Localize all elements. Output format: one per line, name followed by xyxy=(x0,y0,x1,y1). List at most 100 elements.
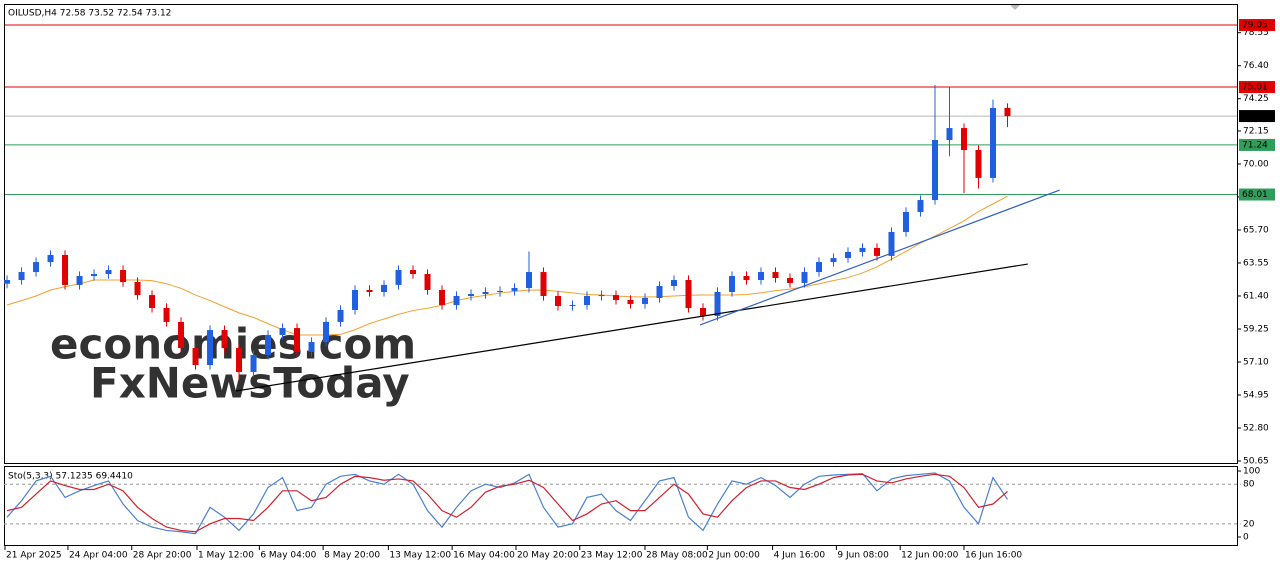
candle-body xyxy=(757,272,764,281)
candle-body xyxy=(714,291,721,316)
candle-body xyxy=(395,270,402,285)
candle-body xyxy=(221,330,228,349)
candle-body xyxy=(410,270,417,275)
x-tick-label: 28 May 08:00 xyxy=(646,551,708,561)
trendline xyxy=(699,189,1060,326)
candle-body xyxy=(294,328,301,353)
level-label: 79.05 xyxy=(1242,21,1268,31)
x-tick-label: 16 May 04:00 xyxy=(453,551,515,561)
x-tick-label: 13 May 12:00 xyxy=(389,551,451,561)
candle-body xyxy=(4,280,11,284)
x-tick-label: 24 Apr 04:00 xyxy=(69,551,128,561)
candle-body xyxy=(308,342,315,353)
candle-body xyxy=(91,274,98,277)
candle-body xyxy=(337,309,344,322)
candle-body xyxy=(468,293,475,296)
candle-body xyxy=(47,254,54,263)
candle-body xyxy=(772,272,779,279)
x-tick-label: 9 Jun 08:00 xyxy=(837,551,889,561)
candle-body xyxy=(540,272,547,296)
level-label-box xyxy=(1239,188,1275,201)
y-tick-label: 52.80 xyxy=(1243,424,1269,434)
stoch-panel-frame xyxy=(4,466,1238,546)
y-tick-label: 50.65 xyxy=(1243,457,1269,467)
candle-body xyxy=(178,321,185,349)
x-tick-label: 4 Jun 16:00 xyxy=(774,551,826,561)
y-tick-label: 80 xyxy=(1243,480,1255,490)
level-label: 68.01 xyxy=(1242,190,1268,200)
candle-body xyxy=(801,272,808,283)
y-tick-label: 54.95 xyxy=(1243,390,1269,400)
watermark: FxNewsToday xyxy=(90,359,410,408)
candle-body xyxy=(728,276,735,292)
candle-body xyxy=(699,307,706,316)
candle-body xyxy=(685,280,692,308)
candle-body xyxy=(250,354,257,372)
candle-body xyxy=(105,270,112,275)
indicator-title: Sto(5,3,3) 57.1235 69.4410 xyxy=(8,472,133,482)
candle-body xyxy=(902,212,909,232)
candle-body xyxy=(366,289,373,292)
candle-body xyxy=(859,247,866,252)
level-label-box xyxy=(1239,81,1275,94)
x-tick-label: 12 Jun 00:00 xyxy=(901,551,958,561)
y-tick-label: 20 xyxy=(1243,519,1255,529)
trendline xyxy=(236,263,1028,392)
candle-body xyxy=(236,348,243,372)
y-tick-label: 65.70 xyxy=(1243,225,1269,235)
candle-body xyxy=(120,270,127,283)
x-tick-label: 8 May 20:00 xyxy=(324,551,380,561)
candle-body xyxy=(76,276,83,285)
candle-body xyxy=(671,280,678,287)
candle-body xyxy=(656,286,663,298)
candle-body xyxy=(192,348,199,366)
candle-body xyxy=(569,305,576,307)
chart-title: OILUSD,H4 72.58 73.52 72.54 73.12 xyxy=(8,9,171,19)
candle-body xyxy=(743,276,750,281)
candle-body xyxy=(482,291,489,294)
x-tick-label: 16 Jun 16:00 xyxy=(965,551,1022,561)
stoch-line xyxy=(6,473,1008,533)
y-tick-label: 57.10 xyxy=(1243,357,1269,367)
candle-body xyxy=(163,307,170,322)
level-label-box xyxy=(1239,110,1275,123)
level-label: 75.01 xyxy=(1242,83,1268,93)
candle-body xyxy=(18,272,25,281)
candle-body xyxy=(946,128,953,141)
candle-body xyxy=(62,254,69,285)
candle-body xyxy=(584,295,591,306)
candle-body xyxy=(888,231,895,256)
candle-body xyxy=(207,330,214,366)
x-tick-label: 1 May 12:00 xyxy=(198,551,254,561)
candle-body xyxy=(873,247,880,256)
y-tick-label: 63.55 xyxy=(1243,258,1269,268)
y-tick-label: 0 xyxy=(1243,533,1249,543)
candle-body xyxy=(786,278,793,283)
y-tick-label: 78.55 xyxy=(1243,28,1269,38)
candle-body xyxy=(1004,107,1011,117)
y-tick-label: 100 xyxy=(1243,467,1260,477)
y-tick-label: 74.25 xyxy=(1243,94,1269,104)
candle-body xyxy=(642,297,649,304)
candle-body xyxy=(613,295,620,300)
candle-body xyxy=(149,295,156,308)
candle-body xyxy=(917,200,924,213)
x-tick-label: 23 May 12:00 xyxy=(581,551,643,561)
level-label-box xyxy=(1239,138,1275,151)
level-label: 73.12 xyxy=(1242,112,1268,122)
candle-body xyxy=(526,272,533,288)
candle-body xyxy=(555,295,562,306)
candle-body xyxy=(627,299,634,304)
candle-body xyxy=(830,258,837,263)
candle-body xyxy=(598,295,605,297)
candle-body xyxy=(265,334,272,355)
candle-body xyxy=(453,295,460,306)
watermark: economies.com xyxy=(50,320,416,369)
x-tick-label: 2 Jun 00:00 xyxy=(708,551,760,561)
candle-body xyxy=(511,288,518,291)
candle-body xyxy=(33,262,40,273)
shift-marker xyxy=(1010,5,1020,10)
y-tick-label: 70.00 xyxy=(1243,159,1269,169)
